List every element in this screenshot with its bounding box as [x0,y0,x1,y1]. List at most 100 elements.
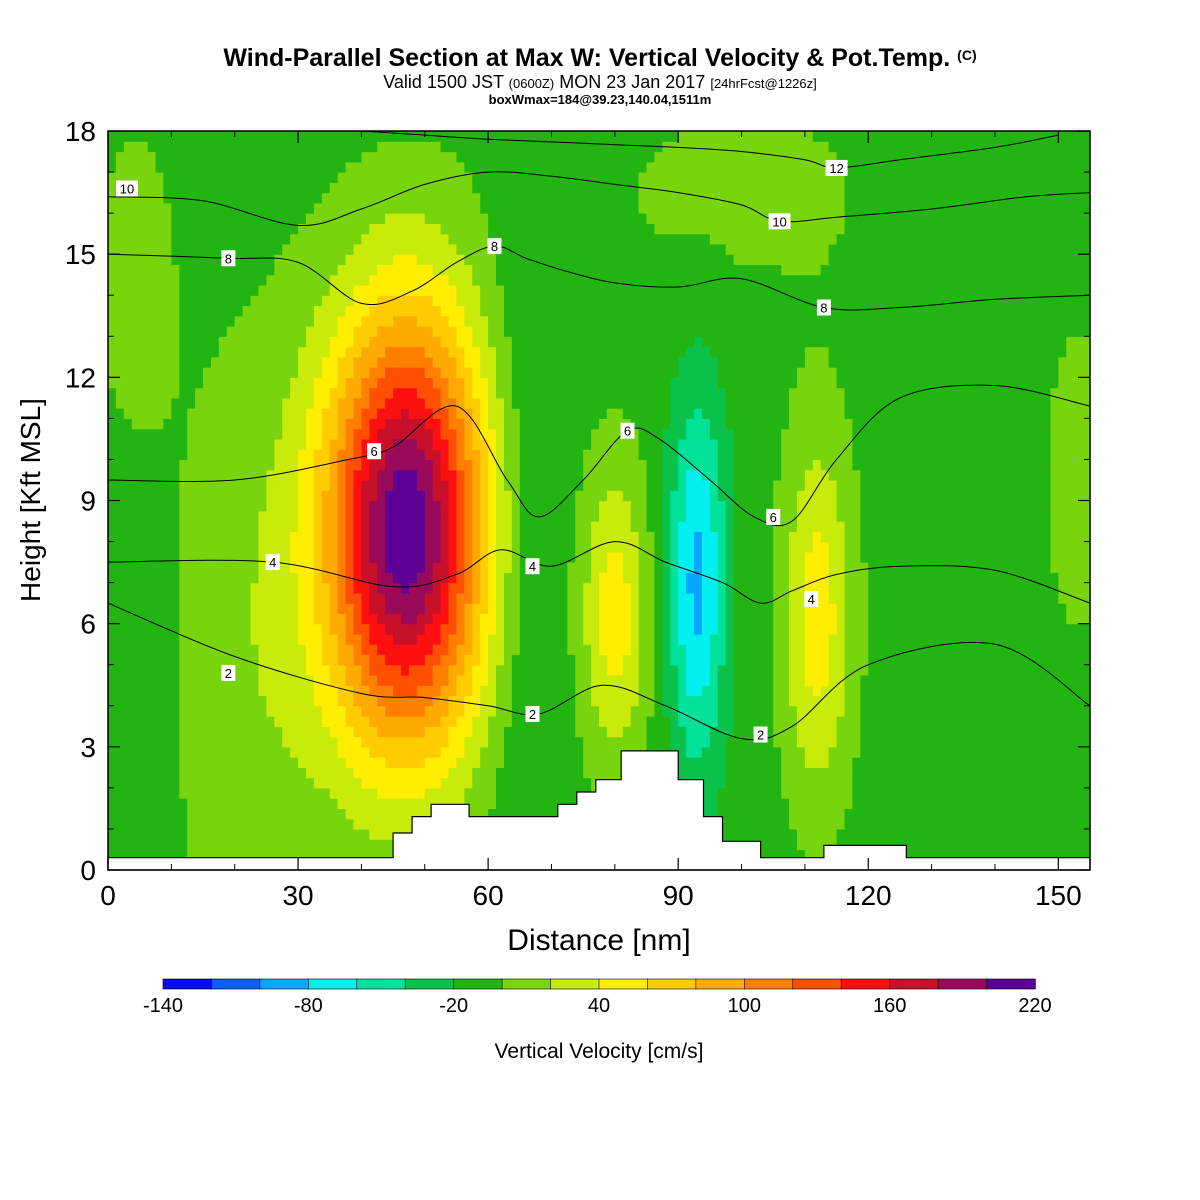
w-cell [353,839,363,851]
w-cell [163,479,172,491]
w-cell [361,469,370,481]
w-cell [567,521,576,532]
w-cell [321,397,331,409]
w-cell [234,449,244,461]
w-cell [266,326,275,337]
box-info: boxWmax=184@39.23,140.04,1511m [488,92,712,107]
w-cell [258,777,267,789]
w-cell [171,674,180,686]
w-cell [543,531,553,543]
w-cell [361,305,370,317]
w-cell [345,746,355,758]
w-cell [147,449,157,461]
w-cell [583,161,592,173]
w-cell [226,510,236,522]
w-cell [210,726,220,738]
w-cell [551,428,560,440]
w-cell [543,572,553,584]
w-cell [163,664,172,676]
w-cell [583,428,592,440]
w-cell [329,685,339,697]
w-cell [298,705,307,717]
w-cell [519,541,529,553]
w-cell [155,685,165,697]
w-cell [559,326,568,337]
w-cell [282,746,291,758]
w-cell [488,182,497,194]
w-cell [345,828,355,840]
w-cell [424,787,434,799]
w-cell [575,541,584,553]
w-cell [131,428,141,440]
w-cell [527,182,537,194]
w-cell [551,531,560,543]
w-cell [290,777,299,789]
w-cell [353,284,363,296]
w-cell [519,326,529,337]
w-cell [210,787,220,799]
w-cell [234,377,244,389]
w-cell [385,674,394,686]
w-cell [401,356,410,368]
w-cell [139,151,149,163]
w-cell [123,603,133,614]
w-cell [583,623,592,635]
w-cell [416,500,426,512]
w-cell [408,572,418,584]
w-cell [155,449,165,461]
w-cell [606,264,616,276]
w-cell [535,295,545,307]
w-cell [329,510,339,522]
w-cell [591,521,600,532]
w-cell [321,757,331,768]
w-cell [416,736,426,748]
w-cell [599,264,608,276]
w-cell [274,479,283,491]
w-cell [369,572,378,584]
w-cell [115,346,125,358]
w-cell [155,510,165,522]
w-cell [298,839,307,851]
w-cell [345,387,355,399]
w-cell [480,182,489,194]
w-cell [606,192,616,204]
w-cell [163,274,172,286]
w-cell [305,736,315,748]
w-cell [503,213,513,224]
w-cell [147,746,157,758]
w-cell [266,367,275,378]
w-cell [401,408,410,419]
w-cell [503,223,513,235]
w-cell [250,326,260,337]
w-cell [448,326,458,337]
w-cell [266,151,275,163]
w-cell [614,490,624,502]
w-cell [179,798,188,810]
w-cell [210,767,220,779]
w-cell [599,408,608,419]
w-cell [401,233,410,245]
w-cell [242,767,252,779]
w-cell [163,418,172,430]
w-cell [464,685,473,697]
w-cell [591,603,600,614]
w-cell [163,151,172,163]
w-cell [115,746,125,758]
w-cell [258,603,267,614]
w-cell [432,787,442,799]
w-cell [210,808,220,820]
w-cell [385,479,394,491]
w-cell [496,346,505,358]
w-cell [321,746,331,758]
w-cell [622,151,632,163]
w-cell [630,408,640,419]
w-cell [203,264,212,276]
w-cell [305,695,315,707]
w-cell [203,490,212,502]
w-cell [401,562,410,573]
w-cell [179,408,188,419]
w-cell [274,264,283,276]
w-cell [543,192,553,204]
w-cell [147,531,157,543]
w-cell [305,613,315,625]
